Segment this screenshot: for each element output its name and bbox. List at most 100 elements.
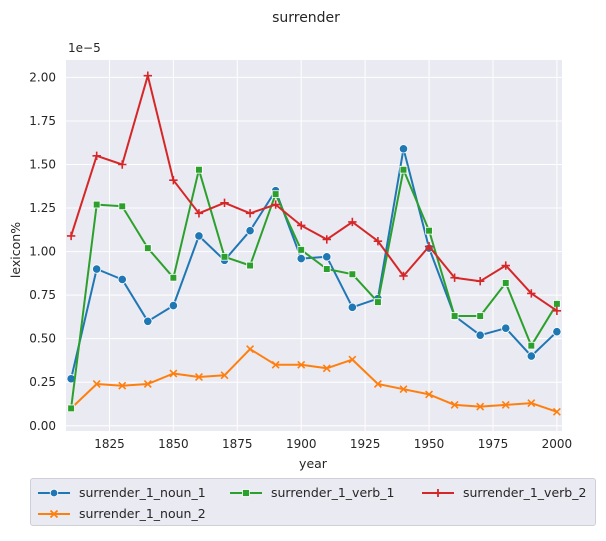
data-point [195, 165, 203, 174]
data-point [450, 312, 459, 320]
data-point [194, 231, 204, 241]
data-point [66, 231, 76, 241]
data-point [476, 312, 484, 320]
data-point [425, 226, 433, 235]
data-point [398, 144, 409, 154]
data-point [322, 265, 331, 273]
data-point [450, 273, 459, 282]
legend-swatch [38, 509, 70, 518]
data-point [526, 351, 536, 361]
y-tick-label: 1.00 [29, 245, 56, 259]
data-point [373, 380, 382, 388]
data-point [92, 380, 101, 388]
data-point [92, 200, 101, 209]
legend-swatch [422, 488, 454, 497]
data-point [92, 151, 101, 160]
legend-swatch [38, 488, 70, 497]
data-point [117, 274, 127, 285]
data-point [348, 217, 357, 227]
data-point [425, 390, 434, 399]
legend-item: surrender_1_noun_2 [37, 506, 206, 521]
data-point [118, 381, 127, 390]
data-point [194, 373, 203, 381]
legend-label: surrender_1_noun_2 [79, 506, 206, 521]
x-tick-label: 1975 [478, 437, 509, 451]
y-tick-label: 1.75 [29, 114, 56, 128]
data-point [553, 300, 561, 308]
data-point [399, 271, 408, 281]
data-point [501, 400, 510, 409]
data-point [475, 277, 485, 286]
data-point [348, 270, 357, 279]
x-tick-label: 1900 [286, 437, 317, 451]
x-tick-label: 1825 [94, 437, 125, 451]
data-point [144, 244, 152, 252]
data-point [501, 261, 510, 270]
x-tick-label: 2000 [542, 437, 573, 451]
series-line [70, 74, 558, 312]
series-surrender_1_noun_2 [67, 345, 561, 416]
data-point [501, 323, 511, 333]
data-point [92, 264, 102, 274]
data-point [527, 289, 536, 298]
legend-item: surrender_1_noun_1 [37, 485, 206, 500]
data-point [297, 246, 306, 254]
data-point [194, 209, 204, 218]
y-tick-label: 0.75 [29, 288, 56, 302]
legend-item: surrender_1_verb_1 [229, 485, 394, 500]
data-point [168, 300, 178, 311]
data-point [552, 407, 561, 416]
y-tick-label: 1.25 [29, 201, 56, 215]
y-tick-label: 0.25 [29, 375, 56, 389]
plot-area [66, 60, 562, 431]
data-point [297, 221, 306, 230]
data-point [399, 385, 408, 394]
legend-label: surrender_1_verb_1 [271, 485, 395, 500]
series-line [70, 147, 558, 379]
legend-item: surrender_1_verb_2 [421, 485, 586, 500]
data-point [271, 190, 280, 198]
data-point [271, 360, 280, 369]
x-tick-label: 1875 [222, 437, 253, 451]
legend-label: surrender_1_noun_1 [79, 485, 206, 500]
y-tick-label: 0.50 [29, 332, 56, 346]
y-axis-multiplier: 1e−5 [68, 41, 101, 55]
data-point [347, 302, 357, 312]
data-point [118, 202, 127, 211]
legend-label: surrender_1_verb_2 [463, 485, 587, 500]
data-point [374, 298, 382, 306]
data-point [271, 200, 280, 209]
x-tick-label: 1950 [414, 437, 445, 451]
data-point [450, 400, 459, 409]
data-point [501, 279, 510, 287]
data-point [67, 404, 75, 413]
data-point [475, 330, 485, 340]
data-point [118, 160, 127, 169]
series-line [70, 168, 558, 409]
data-point [348, 355, 357, 364]
legend-swatch [230, 488, 262, 497]
data-point [296, 253, 306, 264]
x-tick-label: 1925 [350, 437, 381, 451]
y-axis-label: lexicon% [8, 222, 23, 278]
x-tick-label: 1850 [158, 437, 189, 451]
data-point [322, 252, 332, 262]
data-point [297, 360, 306, 369]
y-tick-label: 1.50 [29, 158, 56, 172]
y-tick-label: 0.00 [29, 419, 56, 433]
data-point [143, 316, 153, 326]
data-point [322, 235, 331, 244]
y-tick-label: 2.00 [29, 70, 56, 84]
data-point [169, 175, 178, 185]
x-axis-label: year [299, 456, 328, 471]
data-point [169, 369, 178, 378]
data-point [476, 402, 485, 411]
series-surrender_1_verb_2 [66, 71, 562, 316]
data-point [527, 341, 536, 350]
data-point [552, 306, 562, 316]
data-point [143, 71, 153, 80]
data-point [552, 327, 562, 337]
series-surrender_1_verb_1 [67, 165, 561, 413]
data-point [424, 242, 434, 251]
